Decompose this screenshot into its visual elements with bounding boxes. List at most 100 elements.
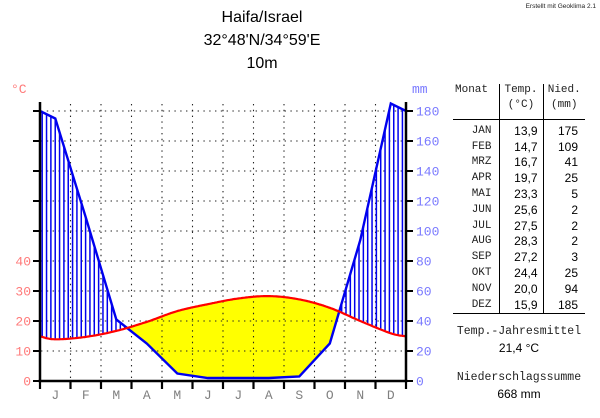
wet-season-hatch (41, 104, 404, 340)
svg-text:40: 40 (416, 315, 432, 330)
cell-temp: 14,7 (498, 138, 543, 155)
svg-text:A: A (265, 388, 273, 403)
svg-text:J: J (204, 388, 212, 403)
cell-nied: 41 (542, 154, 585, 171)
precip-sum-value: 668 mm (497, 386, 541, 401)
cell-nied: 185 (542, 296, 585, 314)
left-axis-labels: 0 10 20 30 40 °C (11, 82, 31, 390)
cell-nied: 2 (542, 233, 585, 250)
svg-text:O: O (326, 388, 334, 403)
table-row: NOV 20,0 94 (453, 280, 585, 297)
station-coordinates: 32°48'N/34°59'E (203, 32, 321, 49)
climate-table-body: JAN 13,9 175 FEB 14,7 109 MRZ 16,7 41 APR 19,7 25 MA… (453, 119, 585, 314)
svg-text:J: J (51, 388, 59, 403)
svg-text:N: N (356, 388, 364, 403)
cell-nied: 25 (542, 265, 585, 281)
precip-sum-label: Niederschlagssumme (456, 370, 582, 384)
cell-nied: 2 (542, 201, 585, 218)
cell-nied: 3 (542, 249, 585, 266)
annual-temp-label: Temp.-Jahresmittel (456, 324, 582, 338)
cell-temp: 27,5 (498, 217, 543, 234)
svg-text:M: M (112, 388, 120, 403)
temperature-curve (39, 295, 407, 341)
svg-text:0: 0 (23, 375, 31, 390)
climate-data-table: Monat Temp. Nied. (°C) (mm) JAN 13,9 175 FE… (453, 84, 593, 401)
cell-temp: 24,4 (498, 265, 543, 281)
col-unit-temp: (°C) (498, 99, 543, 120)
cell-monat: FEB (471, 140, 492, 153)
credit-text: Erstellt mit Geoklima 2.1 (525, 3, 596, 10)
right-axis-labels: 0 20 40 60 80 100 120 140 160 180 mm (412, 82, 439, 390)
cell-temp: 20,0 (498, 280, 543, 297)
svg-text:A: A (143, 388, 151, 403)
summary-block: Temp.-Jahresmittel 21,4 °C Niederschlags… (453, 325, 585, 401)
cell-monat: NOV (471, 282, 492, 295)
svg-text:30: 30 (15, 285, 31, 300)
cell-temp: 15,9 (498, 296, 543, 314)
svg-text:20: 20 (416, 345, 432, 360)
svg-text:40: 40 (15, 255, 31, 270)
table-row: MRZ 16,7 41 (453, 154, 585, 171)
cell-temp: 27,2 (498, 249, 543, 266)
svg-text:F: F (82, 388, 90, 403)
col-unit-nied: (mm) (542, 99, 585, 120)
svg-text:60: 60 (416, 285, 432, 300)
col-header-temp: Temp. (498, 84, 543, 99)
svg-text:S: S (295, 388, 303, 403)
cell-temp: 16,7 (498, 154, 543, 171)
cell-temp: 25,6 (498, 201, 543, 218)
svg-text:180: 180 (416, 105, 439, 120)
svg-text:10: 10 (15, 345, 31, 360)
svg-text:0: 0 (416, 375, 424, 390)
precipitation-curve (39, 101, 407, 380)
svg-text:80: 80 (416, 255, 432, 270)
svg-text:160: 160 (416, 135, 439, 150)
cell-temp: 23,3 (498, 186, 543, 202)
svg-text:20: 20 (15, 315, 31, 330)
col-header-empty (453, 99, 499, 120)
dry-season-area (127, 296, 339, 378)
axis-ticks (33, 110, 413, 389)
annual-temp-value: 21,4 °C (498, 340, 540, 355)
cell-monat: APR (471, 172, 492, 185)
table-row: SEP 27,2 3 (453, 249, 585, 266)
cell-monat: MRZ (471, 156, 492, 169)
cell-nied: 2 (542, 217, 585, 234)
table-row: AUG 28,3 2 (453, 233, 585, 250)
cell-monat: AUG (471, 235, 492, 248)
station-title: Haifa/Israel 32°48'N/34°59'E 10m (0, 6, 524, 75)
station-name: Haifa/Israel (221, 9, 303, 26)
svg-text:140: 140 (416, 165, 439, 180)
table-row: JAN 13,9 175 (453, 119, 585, 139)
cell-nied: 175 (542, 119, 585, 139)
svg-text:mm: mm (412, 82, 428, 97)
table-row: MAI 23,3 5 (453, 186, 585, 202)
cell-temp: 19,7 (498, 170, 543, 187)
table-row: APR 19,7 25 (453, 170, 585, 187)
col-header-monat: Monat (455, 84, 489, 96)
svg-text:J: J (234, 388, 242, 403)
station-elevation: 10m (246, 55, 278, 72)
cell-temp: 28,3 (498, 233, 543, 250)
monthly-values-table: Monat Temp. Nied. (°C) (mm) JAN 13,9 175 FE… (453, 84, 585, 314)
cell-monat: OKT (471, 267, 492, 280)
table-row: FEB 14,7 109 (453, 138, 585, 155)
cell-monat: SEP (471, 251, 492, 264)
cell-nied: 25 (542, 170, 585, 187)
cell-nied: 5 (542, 186, 585, 202)
col-header-nied: Nied. (542, 84, 585, 99)
svg-text:120: 120 (416, 195, 439, 210)
cell-monat: JUN (471, 203, 492, 216)
cell-monat: JAN (471, 124, 492, 137)
table-row: DEZ 15,9 185 (453, 296, 585, 314)
svg-text:100: 100 (416, 225, 439, 240)
table-row: OKT 24,4 25 (453, 265, 585, 281)
cell-monat: JUL (471, 219, 492, 232)
cell-temp: 13,9 (498, 119, 543, 139)
cell-monat: DEZ (453, 296, 499, 314)
table-row: JUN 25,6 2 (453, 201, 585, 218)
cell-nied: 94 (542, 280, 585, 297)
